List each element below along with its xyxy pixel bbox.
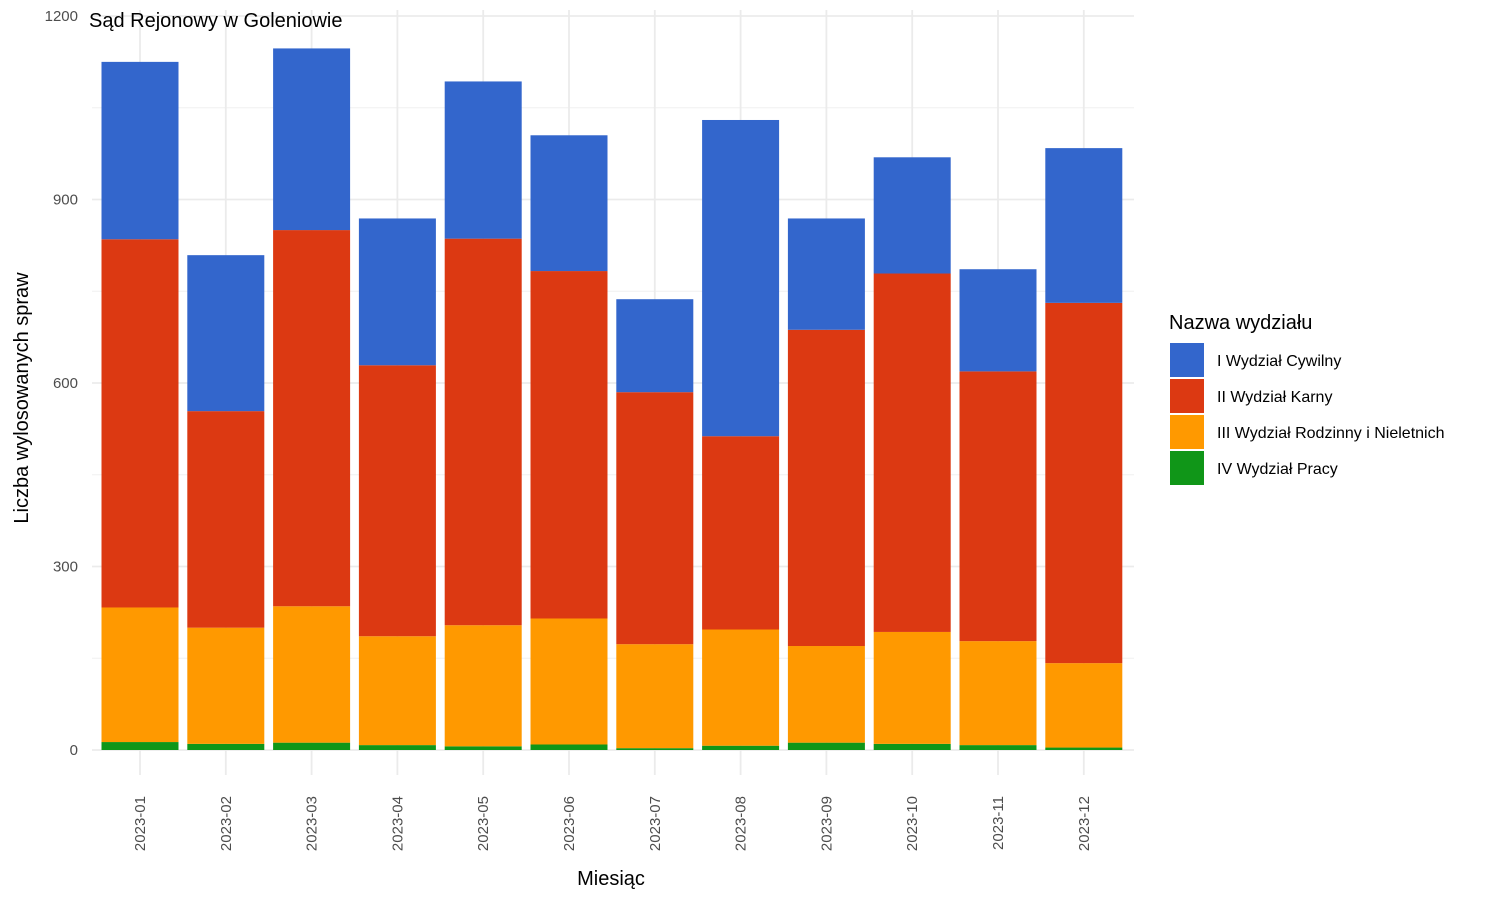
bar-2023-01-ii-wydzia-karny [101,239,179,608]
legend-label: III Wydział Rodzinny i Nieletnich [1217,425,1445,442]
legend-title: Nazwa wydziału [1169,312,1312,334]
x-tick-label: 2023-05 [475,796,492,851]
bar-2023-06-ii-wydzia-karny [530,271,608,619]
y-tick-label: 0 [70,742,78,759]
bar-2023-08-iv-wydzia-pracy [702,745,780,750]
bars [101,48,1123,750]
x-axis-ticks: 2023-01 2023-02 2023-03 2023-04 2023-05 2023-… [132,796,1093,851]
bar-2023-04-ii-wydzia-karny [358,365,436,637]
bar-2023-07-i-wydzia-cywilny [616,299,694,393]
bar-2023-03-iii-wydzia-rodzinny-i-nieletnich [273,606,351,743]
bar-2023-07-iv-wydzia-pracy [616,748,694,750]
bar-2023-07-ii-wydzia-karny [616,392,694,645]
x-tick-label: 2023-11 [990,796,1007,850]
x-axis-title: Miesiąc [577,868,645,890]
bar-2023-09-iv-wydzia-pracy [787,742,865,750]
bar-2023-01-iv-wydzia-pracy [101,742,179,750]
bar-2023-09-ii-wydzia-karny [787,329,865,647]
x-tick-label: 2023-09 [818,796,835,851]
bar-2023-10-iv-wydzia-pracy [873,743,951,750]
y-tick-label: 600 [53,375,78,392]
bar-2023-02-i-wydzia-cywilny [187,255,265,412]
y-axis-title: Liczba wylosowanych spraw [11,272,33,524]
bar-2023-05-iii-wydzia-rodzinny-i-nieletnich [444,625,522,747]
legend-label: I Wydział Cywilny [1217,353,1341,370]
legend-label: IV Wydział Pracy [1217,461,1338,478]
x-tick-label: 2023-02 [218,796,235,851]
bar-2023-02-ii-wydzia-karny [187,411,265,628]
bar-2023-06-iv-wydzia-pracy [530,744,608,750]
x-tick-label: 2023-01 [132,796,149,851]
bar-2023-02-iv-wydzia-pracy [187,743,265,750]
bar-2023-08-ii-wydzia-karny [702,436,780,630]
y-tick-label: 900 [53,192,78,209]
bar-2023-08-iii-wydzia-rodzinny-i-nieletnich [702,629,780,746]
bar-2023-01-i-wydzia-cywilny [101,61,179,240]
legend-key [1170,379,1204,413]
x-tick-label: 2023-12 [1076,796,1093,851]
x-tick-label: 2023-07 [647,796,664,851]
x-tick-label: 2023-03 [304,796,321,851]
bar-2023-03-iv-wydzia-pracy [273,742,351,750]
x-tick-label: 2023-04 [389,796,406,851]
x-tick-label: 2023-06 [561,796,578,851]
bar-2023-03-i-wydzia-cywilny [273,48,351,231]
bar-2023-10-iii-wydzia-rodzinny-i-nieletnich [873,631,951,744]
bar-2023-09-iii-wydzia-rodzinny-i-nieletnich [787,646,865,743]
bar-2023-11-ii-wydzia-karny [959,371,1037,642]
bar-2023-05-i-wydzia-cywilny [444,81,522,239]
bar-2023-11-i-wydzia-cywilny [959,269,1037,372]
bar-2023-01-iii-wydzia-rodzinny-i-nieletnich [101,607,179,743]
bar-2023-02-iii-wydzia-rodzinny-i-nieletnich [187,627,265,744]
bar-2023-06-iii-wydzia-rodzinny-i-nieletnich [530,618,608,745]
legend-label: II Wydział Karny [1217,389,1332,406]
legend-key [1170,415,1204,449]
bar-2023-11-iv-wydzia-pracy [959,745,1037,750]
bar-2023-12-i-wydzia-cywilny [1045,148,1123,303]
bar-2023-10-ii-wydzia-karny [873,273,951,632]
bar-2023-12-iii-wydzia-rodzinny-i-nieletnich [1045,663,1123,748]
x-tick-label: 2023-10 [904,796,921,851]
bar-2023-06-i-wydzia-cywilny [530,135,608,272]
bar-2023-11-iii-wydzia-rodzinny-i-nieletnich [959,641,1037,746]
bar-2023-05-iv-wydzia-pracy [444,746,522,750]
bar-2023-08-i-wydzia-cywilny [702,119,780,437]
y-tick-label: 300 [53,559,78,576]
bar-2023-10-i-wydzia-cywilny [873,157,951,274]
legend-key [1170,343,1204,377]
chart-title: Sąd Rejonowy w Goleniowie [89,10,342,32]
y-tick-label: 1200 [45,8,78,25]
legend-key [1170,451,1204,485]
bar-2023-04-iv-wydzia-pracy [358,745,436,750]
bar-2023-07-iii-wydzia-rodzinny-i-nieletnich [616,644,694,749]
bar-2023-12-iv-wydzia-pracy [1045,747,1123,750]
bar-2023-04-iii-wydzia-rodzinny-i-nieletnich [358,636,436,746]
bar-2023-05-ii-wydzia-karny [444,238,522,626]
x-tick-label: 2023-08 [733,796,750,851]
bar-2023-03-ii-wydzia-karny [273,230,351,607]
bar-2023-12-ii-wydzia-karny [1045,302,1123,664]
y-axis-ticks: 0 300 600 900 1200 [45,8,78,759]
bar-2023-04-i-wydzia-cywilny [358,218,436,366]
bar-2023-09-i-wydzia-cywilny [787,218,865,330]
legend: Nazwa wydziału I Wydział Cywilny II Wydzi… [1169,312,1445,485]
